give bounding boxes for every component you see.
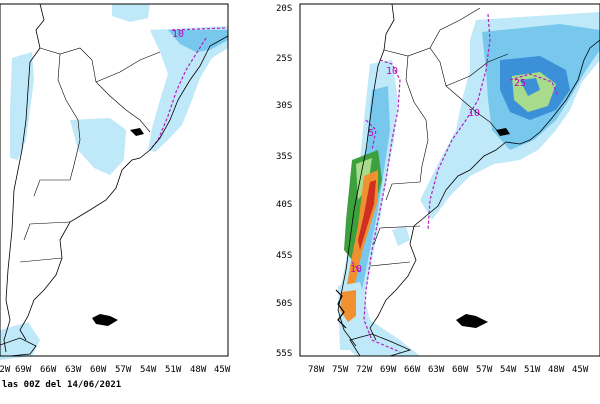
left-map-frame: [0, 3, 229, 357]
right-contour-label: 10: [350, 264, 362, 275]
right-precip-land-mid: [392, 226, 410, 246]
right-contour-label: 25: [514, 78, 526, 89]
left-contour-line: [149, 27, 227, 151]
right-precip-area-high-2: [520, 78, 540, 96]
left-atlantic-coast: [19, 35, 229, 341]
right-lon-label: 66W: [404, 365, 421, 375]
left-lon-label: 72W: [0, 365, 11, 375]
left-tierra-del-fuego: [0, 337, 37, 357]
left-coastline: [3, 3, 45, 353]
right-lat-label: 40S: [276, 200, 292, 210]
right-contour-label: 5: [368, 128, 374, 139]
right-lon-label: 54W: [500, 365, 517, 375]
right-lat-label: 25S: [276, 54, 292, 64]
left-precip-north: [112, 4, 150, 22]
left-lon-label: 45W: [214, 365, 231, 375]
right-precip-tierra-orange: [340, 290, 356, 322]
left-lon-label: 63W: [65, 365, 82, 375]
forecast-caption: las 00Z del 14/06/2021: [2, 380, 122, 390]
right-contour-line: [427, 13, 491, 231]
right-lat-label: 20S: [276, 4, 292, 14]
right-lon-label: 48W: [548, 365, 565, 375]
left-falklands: [92, 314, 118, 326]
right-lon-label: 78W: [308, 365, 325, 375]
right-lon-label: 63W: [428, 365, 445, 375]
right-atlantic-coast: [369, 39, 600, 341]
left-lon-label: 66W: [40, 365, 57, 375]
right-lat-labels: 20S 25S 30S 35S 40S 45S 50S 55S: [276, 4, 292, 359]
right-lon-labels: 78W 75W 72W 69W 66W 63W 60W 57W 54W 51W …: [308, 365, 589, 375]
left-precip-south: [0, 322, 40, 360]
left-lon-label: 69W: [15, 365, 32, 375]
left-precip-area-west: [10, 52, 34, 160]
right-lon-label: 45W: [572, 365, 589, 375]
right-contour-line: [509, 73, 559, 97]
left-island: [130, 128, 144, 136]
right-falklands: [456, 314, 488, 328]
left-precip-area-mid: [168, 30, 228, 52]
left-lon-label: 51W: [165, 365, 182, 375]
right-contour-label: 10: [386, 66, 398, 77]
left-contour-label: 10: [172, 29, 184, 40]
left-lon-labels: 72W 69W 66W 63W 60W 57W 54W 51W 48W 45W: [0, 365, 231, 375]
right-map-panel: 10 10 25 5 10 20S 25S 30S 35S 40S 45S 50…: [276, 3, 600, 375]
right-map-frame: [299, 3, 600, 357]
right-contour-line: [363, 59, 401, 353]
left-lon-label: 57W: [115, 365, 132, 375]
left-lon-label: 48W: [190, 365, 207, 375]
left-lon-label: 60W: [90, 365, 107, 375]
left-lon-label: 54W: [140, 365, 157, 375]
right-lat-label: 50S: [276, 299, 292, 309]
right-lon-label: 72W: [356, 365, 373, 375]
right-lon-label: 57W: [476, 365, 493, 375]
right-lat-label: 55S: [276, 349, 292, 359]
right-island: [496, 128, 510, 136]
right-lon-label: 69W: [380, 365, 397, 375]
right-lon-label: 60W: [452, 365, 469, 375]
left-map-panel: 10 72W 69W 66W 63W 60W 57W 54W 51W 48W 4…: [0, 3, 231, 375]
right-archipelago: [335, 289, 347, 329]
right-precip-west-red: [358, 180, 376, 250]
right-lon-label: 51W: [524, 365, 541, 375]
left-precip-area-light: [148, 26, 228, 152]
right-contour-label: 10: [468, 108, 480, 119]
right-lon-label: 75W: [332, 365, 349, 375]
right-lat-label: 45S: [276, 251, 292, 261]
right-contour-line: [351, 119, 377, 273]
right-lat-label: 30S: [276, 101, 292, 111]
left-precip-area-mid-land: [70, 118, 126, 175]
right-borders: [369, 7, 509, 267]
right-lat-label: 35S: [276, 152, 292, 162]
left-borders: [19, 47, 161, 263]
